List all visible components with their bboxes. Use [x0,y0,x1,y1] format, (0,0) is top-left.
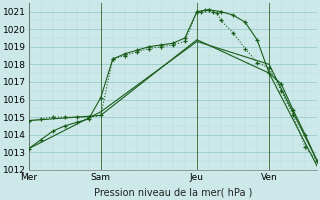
X-axis label: Pression niveau de la mer( hPa ): Pression niveau de la mer( hPa ) [94,187,252,197]
